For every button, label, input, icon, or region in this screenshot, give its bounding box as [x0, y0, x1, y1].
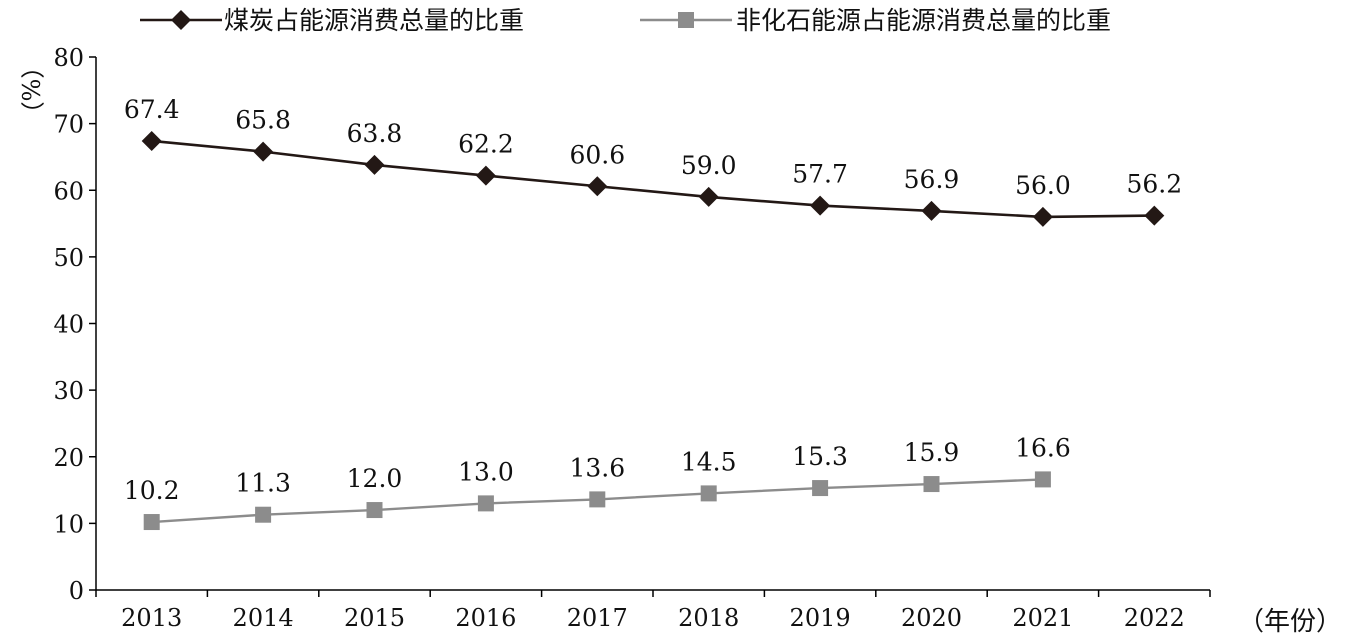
data-label: 15.3 — [792, 442, 848, 471]
data-label: 65.8 — [235, 106, 291, 135]
data-point — [143, 514, 160, 531]
series-layer: 67.4 65.8 63.8 62.2 60.6 59.0 57.7 56.9 56.0 56.2… — [124, 95, 1182, 531]
y-tick-label: 50 — [53, 244, 84, 272]
data-label: 56.9 — [904, 165, 960, 194]
data-label: 10.2 — [124, 476, 180, 505]
data-label: 57.7 — [792, 160, 848, 189]
x-tick-label: 2015 — [344, 604, 405, 632]
data-point — [810, 195, 831, 216]
data-label: 15.9 — [904, 438, 960, 467]
y-tick-label: 60 — [53, 177, 84, 205]
data-point — [923, 476, 940, 493]
data-point — [141, 130, 162, 151]
y-tick-label: 10 — [53, 510, 84, 538]
data-label: 56.2 — [1126, 170, 1182, 199]
y-tick-label: 80 — [53, 44, 84, 72]
x-tick-label: 2014 — [233, 604, 294, 632]
data-point — [589, 491, 606, 508]
data-point — [477, 495, 494, 512]
x-tick-label: 2018 — [678, 604, 739, 632]
legend-marker — [171, 10, 191, 30]
axes: 0 10 20 30 40 50 60 70 80 2013 2014 2015 2016 2017 201… — [53, 44, 1211, 632]
series-line — [151, 139, 1155, 219]
x-tick-label: 2016 — [455, 604, 516, 632]
data-label: 59.0 — [681, 151, 737, 180]
data-label: 60.6 — [569, 140, 625, 169]
x-tick-label: 2019 — [790, 604, 851, 632]
data-label: 13.6 — [569, 453, 625, 482]
data-label: 11.3 — [235, 469, 291, 498]
y-tick-label: 40 — [53, 311, 84, 339]
series-1: 67.4 65.8 63.8 62.2 60.6 59.0 57.7 56.9 56.0 56.2 — [124, 95, 1182, 227]
series-2: 10.2 11.3 12.0 13.0 13.6 14.5 15.3 15.9 16.6 — [124, 433, 1071, 531]
data-point — [366, 502, 383, 519]
data-point — [812, 480, 829, 497]
y-axis-label: （%） — [16, 55, 44, 126]
legend-label: 煤炭占能源消费总量的比重 — [224, 6, 524, 35]
data-label: 63.8 — [347, 119, 403, 148]
x-tick-label: 2013 — [121, 604, 182, 632]
data-label: 13.0 — [458, 457, 514, 486]
data-point — [700, 485, 717, 502]
legend: 煤炭占能源消费总量的比重 非化石能源占能源消费总量的比重 — [140, 6, 1111, 35]
data-label: 14.5 — [681, 447, 737, 476]
data-point — [587, 176, 608, 197]
legend-item-1: 煤炭占能源消费总量的比重 — [140, 6, 524, 35]
data-point — [1032, 206, 1053, 227]
data-point — [921, 200, 942, 221]
x-axis-label: （年份） — [1238, 607, 1342, 637]
data-point — [255, 506, 272, 523]
data-point — [1034, 471, 1051, 488]
legend-marker — [678, 12, 694, 28]
y-tick-label: 20 — [53, 444, 84, 472]
y-tick-label: 30 — [53, 377, 84, 405]
data-label: 62.2 — [458, 130, 514, 159]
data-label: 56.0 — [1015, 171, 1071, 200]
data-point — [253, 141, 274, 162]
data-point — [364, 154, 385, 175]
data-point — [698, 186, 719, 207]
data-label: 16.6 — [1015, 433, 1071, 462]
x-tick-label: 2017 — [567, 604, 628, 632]
legend-item-2: 非化石能源占能源消费总量的比重 — [640, 6, 1111, 35]
x-tick-label: 2020 — [901, 604, 962, 632]
y-tick-label: 0 — [69, 577, 84, 605]
data-label: 12.0 — [347, 464, 403, 493]
y-tick-label: 70 — [53, 111, 84, 139]
x-tick-label: 2022 — [1124, 604, 1185, 632]
x-tick-label: 2021 — [1012, 604, 1073, 632]
data-label: 67.4 — [124, 95, 180, 124]
data-point — [1144, 205, 1165, 226]
data-point — [475, 165, 496, 186]
legend-label: 非化石能源占能源消费总量的比重 — [736, 6, 1111, 35]
